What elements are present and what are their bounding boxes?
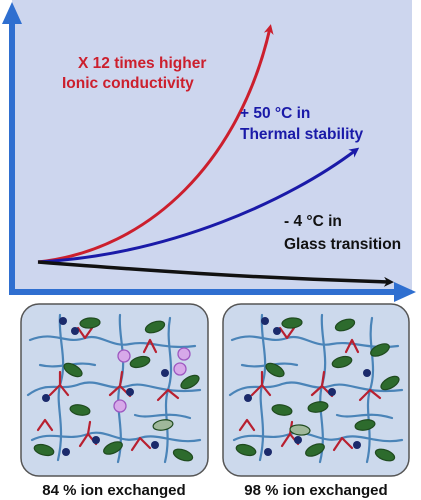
cation [334, 318, 356, 332]
cations [235, 317, 400, 462]
fixed-charges [244, 317, 371, 456]
cations [33, 317, 200, 462]
cation [69, 404, 91, 416]
fixed-charge [273, 327, 281, 335]
property-graph: X 12 times higher Ionic conductivity + 5… [2, 0, 416, 302]
glass-transition-label-line2: Glass transition [284, 236, 401, 253]
cation [380, 375, 400, 391]
panel-caption: 84 % ion exchanged [42, 482, 185, 499]
cation [307, 401, 329, 413]
anion [173, 362, 187, 376]
ionic-conductivity-curve [37, 24, 274, 264]
cation [289, 424, 311, 436]
fixed-charge [294, 436, 302, 444]
cation [305, 443, 325, 457]
thermal-stability-label-line2: Thermal stability [240, 126, 364, 143]
fixed-charge [42, 394, 50, 402]
anions [113, 347, 191, 413]
polymer-network [228, 313, 404, 464]
fixed-charge [151, 441, 159, 449]
cation [33, 443, 55, 457]
fixed-charge [71, 327, 79, 335]
anion [117, 349, 131, 363]
cation [281, 317, 303, 329]
cation [331, 355, 353, 369]
cation [63, 362, 83, 378]
thermal-stability-label-line1: + 50 °C in [240, 105, 310, 122]
fixed-charge [59, 317, 67, 325]
panel-98-percent: 98 % ion exchanged [222, 303, 410, 499]
cation [79, 317, 101, 329]
fixed-charge [92, 436, 100, 444]
ionic-conductivity-label-line1: X 12 times higher [78, 55, 206, 72]
cation [235, 443, 257, 457]
anion [177, 347, 191, 361]
fixed-charge [261, 317, 269, 325]
cation [172, 448, 194, 462]
fixed-charge [363, 369, 371, 377]
cation [265, 362, 285, 378]
cation [271, 404, 293, 416]
fixed-charge [328, 388, 336, 396]
graph-background [12, 0, 412, 292]
panel-caption: 98 % ion exchanged [244, 482, 387, 499]
cation [144, 320, 166, 334]
cation [152, 419, 174, 431]
panel-84-percent: 84 % ion exchanged [20, 303, 209, 499]
cation [370, 343, 390, 357]
glass-transition-curve [37, 260, 394, 287]
cation [374, 448, 396, 462]
cation [354, 419, 376, 431]
fixed-charge [126, 388, 134, 396]
thermal-stability-curve [37, 147, 360, 264]
cation [180, 374, 200, 390]
anion [113, 399, 127, 413]
fixed-charge [62, 448, 70, 456]
cation [103, 441, 123, 455]
y-axis-arrowhead [2, 2, 22, 24]
ionic-conductivity-label-line2: Ionic conductivity [62, 75, 194, 92]
polymer-network [26, 313, 202, 464]
cation [129, 355, 151, 369]
fixed-charge [244, 394, 252, 402]
fixed-charge [264, 448, 272, 456]
x-axis-arrowhead [394, 282, 416, 302]
fixed-charges [42, 317, 169, 456]
fixed-charge [161, 369, 169, 377]
glass-transition-label-line1: - 4 °C in [284, 213, 342, 230]
fixed-charge [353, 441, 361, 449]
